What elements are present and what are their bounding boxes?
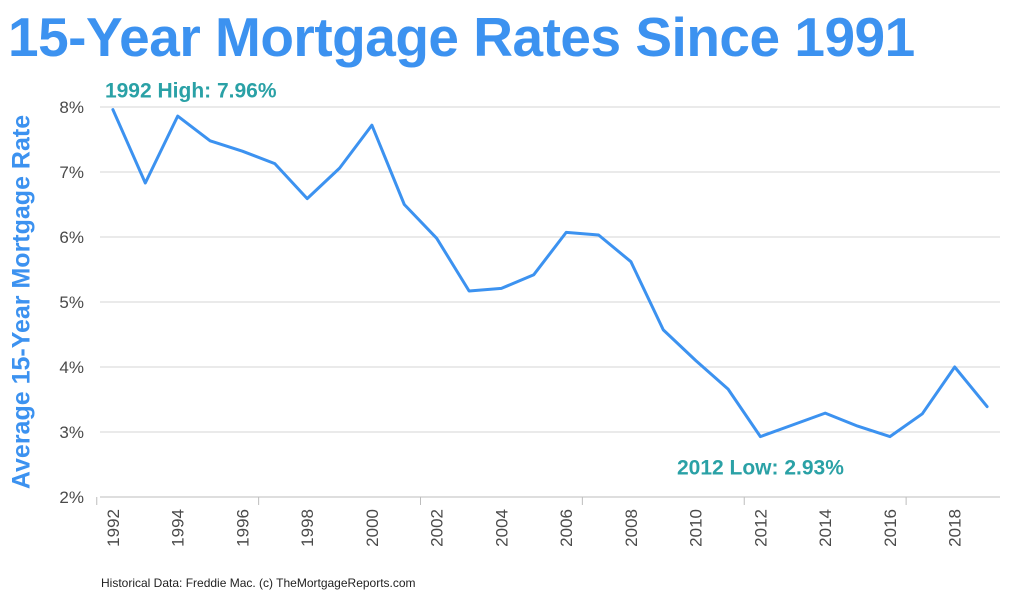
gridlines bbox=[100, 106, 1000, 498]
data-point bbox=[791, 423, 795, 427]
chart-title: 15-Year Mortgage Rates Since 1991 bbox=[8, 6, 915, 68]
data-point bbox=[888, 435, 892, 439]
data-point bbox=[920, 412, 924, 416]
data-point bbox=[629, 260, 633, 264]
x-tick-label: 2008 bbox=[622, 509, 641, 547]
x-tick-label: 1994 bbox=[169, 509, 188, 547]
data-point bbox=[564, 230, 568, 234]
x-tick-label: 2002 bbox=[428, 509, 447, 547]
data-point bbox=[694, 359, 698, 363]
y-tick-label: 3% bbox=[59, 423, 84, 442]
y-tick-label: 4% bbox=[59, 358, 84, 377]
data-point bbox=[273, 162, 277, 166]
series bbox=[111, 108, 989, 439]
data-point bbox=[305, 197, 309, 201]
y-tick-label: 8% bbox=[59, 98, 84, 117]
annotations: 1992 High: 7.96% 2012 Low: 2.93% bbox=[105, 80, 844, 480]
data-point bbox=[532, 273, 536, 277]
y-tick-label: 6% bbox=[59, 228, 84, 247]
x-tick-label: 2010 bbox=[687, 509, 706, 547]
annotation-label: 2012 Low: 2.93% bbox=[677, 457, 844, 480]
x-axis bbox=[96, 496, 1000, 505]
data-point bbox=[499, 286, 503, 290]
series-line bbox=[111, 108, 989, 439]
data-point bbox=[985, 405, 989, 409]
annotation-label: 1992 High: 7.96% bbox=[105, 80, 277, 103]
data-point bbox=[823, 411, 827, 415]
data-point bbox=[338, 166, 342, 170]
data-point bbox=[661, 328, 665, 332]
y-tick-label: 7% bbox=[59, 163, 84, 182]
x-tick-label: 2012 bbox=[751, 509, 770, 547]
data-point bbox=[208, 139, 212, 143]
x-axis-ticks: 1992 1994 1996 1998 2000 2002 2004 2006 2008 2010… bbox=[104, 509, 965, 547]
x-tick-label: 2016 bbox=[881, 509, 900, 547]
data-point bbox=[758, 435, 762, 439]
y-tick-label: 2% bbox=[59, 488, 84, 507]
x-tick-label: 1996 bbox=[233, 509, 252, 547]
x-tick-label: 2014 bbox=[816, 509, 835, 547]
source-footer: Historical Data: Freddie Mac. (c) TheMor… bbox=[101, 576, 416, 590]
data-point bbox=[435, 236, 439, 240]
data-point bbox=[402, 203, 406, 207]
x-tick-label: 2006 bbox=[557, 509, 576, 547]
x-tick-label: 2004 bbox=[492, 509, 511, 547]
x-tick-label: 1998 bbox=[298, 509, 317, 547]
data-point bbox=[370, 123, 374, 127]
data-point bbox=[176, 114, 180, 118]
data-point bbox=[726, 387, 730, 391]
data-point bbox=[467, 289, 471, 293]
x-tick-label: 2000 bbox=[363, 509, 382, 547]
data-point bbox=[240, 149, 244, 153]
data-point bbox=[597, 233, 601, 237]
x-tick-label: 2018 bbox=[946, 509, 965, 547]
data-point bbox=[856, 424, 860, 428]
data-point bbox=[143, 181, 147, 185]
y-axis-ticks: 2% 3% 4% 5% 6% 7% 8% bbox=[59, 98, 84, 507]
data-point bbox=[953, 365, 957, 369]
data-point bbox=[111, 108, 115, 112]
x-tick-label: 1992 bbox=[104, 509, 123, 547]
y-tick-label: 5% bbox=[59, 293, 84, 312]
